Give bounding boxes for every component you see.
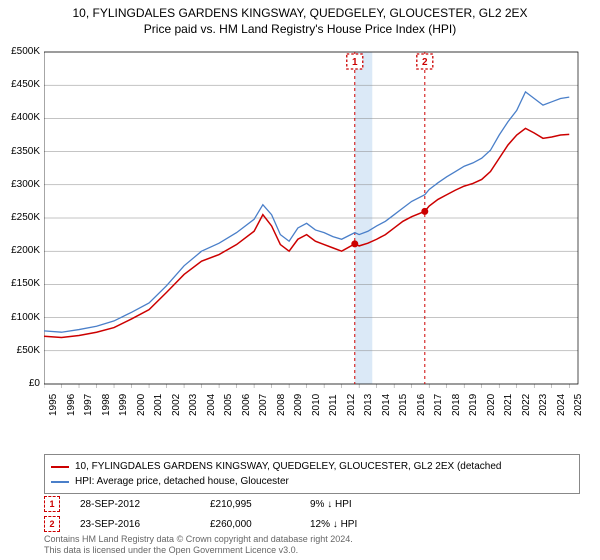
x-tick-label: 2024 [556, 394, 567, 416]
title-block: 10, FYLINGDALES GARDENS KINGSWAY, QUEDGE… [0, 0, 600, 36]
y-tick-label: £300K [2, 179, 40, 190]
x-tick-label: 2025 [573, 394, 584, 416]
x-tick-label: 1997 [83, 394, 94, 416]
svg-text:2: 2 [422, 57, 428, 68]
x-tick-label: 2023 [538, 394, 549, 416]
x-tick-label: 2013 [363, 394, 374, 416]
marker-date-1: 28-SEP-2012 [80, 499, 190, 510]
marker-row-1: 1 28-SEP-2012 £210,995 9% ↓ HPI [44, 494, 430, 514]
marker-date-2: 23-SEP-2016 [80, 519, 190, 530]
legend-label-hpi: HPI: Average price, detached house, Glou… [75, 474, 289, 489]
x-tick-label: 2022 [521, 394, 532, 416]
title-subtitle: Price paid vs. HM Land Registry's House … [0, 22, 600, 36]
x-tick-label: 2018 [451, 394, 462, 416]
x-tick-label: 2009 [293, 394, 304, 416]
x-tick-label: 2006 [241, 394, 252, 416]
x-tick-label: 2001 [153, 394, 164, 416]
chart-svg: 12 [44, 48, 582, 418]
marker-hpi-2: 12% ↓ HPI [310, 519, 430, 530]
marker-badge-1: 1 [44, 496, 60, 512]
y-tick-label: £250K [2, 212, 40, 223]
y-tick-label: £0 [2, 378, 40, 389]
x-tick-label: 2014 [381, 394, 392, 416]
x-tick-label: 2008 [276, 394, 287, 416]
y-tick-label: £350K [2, 146, 40, 157]
legend-swatch-property [51, 466, 69, 468]
chart-area: 12 [44, 48, 582, 418]
svg-text:1: 1 [352, 57, 358, 68]
legend-item-property: 10, FYLINGDALES GARDENS KINGSWAY, QUEDGE… [51, 459, 573, 474]
marker-price-2: £260,000 [210, 519, 290, 530]
x-tick-label: 2015 [398, 394, 409, 416]
x-tick-label: 2011 [328, 394, 339, 416]
y-tick-label: £150K [2, 278, 40, 289]
x-tick-label: 2005 [223, 394, 234, 416]
x-tick-label: 2002 [171, 394, 182, 416]
marker-price-1: £210,995 [210, 499, 290, 510]
x-tick-label: 2010 [311, 394, 322, 416]
x-tick-label: 2020 [486, 394, 497, 416]
y-tick-label: £200K [2, 245, 40, 256]
marker-row-2: 2 23-SEP-2016 £260,000 12% ↓ HPI [44, 514, 430, 534]
marker-badge-2: 2 [44, 516, 60, 532]
footer-line-1: Contains HM Land Registry data © Crown c… [44, 534, 580, 545]
x-tick-label: 2000 [136, 394, 147, 416]
x-tick-label: 1999 [118, 394, 129, 416]
marker-hpi-1: 9% ↓ HPI [310, 499, 430, 510]
x-tick-label: 2017 [433, 394, 444, 416]
legend-item-hpi: HPI: Average price, detached house, Glou… [51, 474, 573, 489]
chart-container: 10, FYLINGDALES GARDENS KINGSWAY, QUEDGE… [0, 0, 600, 560]
footer-attribution: Contains HM Land Registry data © Crown c… [44, 534, 580, 556]
title-address: 10, FYLINGDALES GARDENS KINGSWAY, QUEDGE… [0, 6, 600, 20]
x-tick-label: 2012 [346, 394, 357, 416]
y-tick-label: £50K [2, 345, 40, 356]
x-tick-label: 2003 [188, 394, 199, 416]
legend-label-property: 10, FYLINGDALES GARDENS KINGSWAY, QUEDGE… [75, 459, 501, 474]
legend-swatch-hpi [51, 481, 69, 483]
x-tick-label: 1998 [101, 394, 112, 416]
x-tick-label: 2004 [206, 394, 217, 416]
x-tick-label: 1996 [66, 394, 77, 416]
markers-table: 1 28-SEP-2012 £210,995 9% ↓ HPI 2 23-SEP… [44, 494, 430, 534]
legend-box: 10, FYLINGDALES GARDENS KINGSWAY, QUEDGE… [44, 454, 580, 494]
footer-line-2: This data is licensed under the Open Gov… [44, 545, 580, 556]
x-tick-label: 1995 [48, 394, 59, 416]
y-tick-label: £500K [2, 46, 40, 57]
x-tick-label: 2016 [416, 394, 427, 416]
x-tick-label: 2007 [258, 394, 269, 416]
y-tick-label: £450K [2, 79, 40, 90]
x-tick-label: 2019 [468, 394, 479, 416]
y-tick-label: £100K [2, 312, 40, 323]
y-tick-label: £400K [2, 112, 40, 123]
x-tick-label: 2021 [503, 394, 514, 416]
